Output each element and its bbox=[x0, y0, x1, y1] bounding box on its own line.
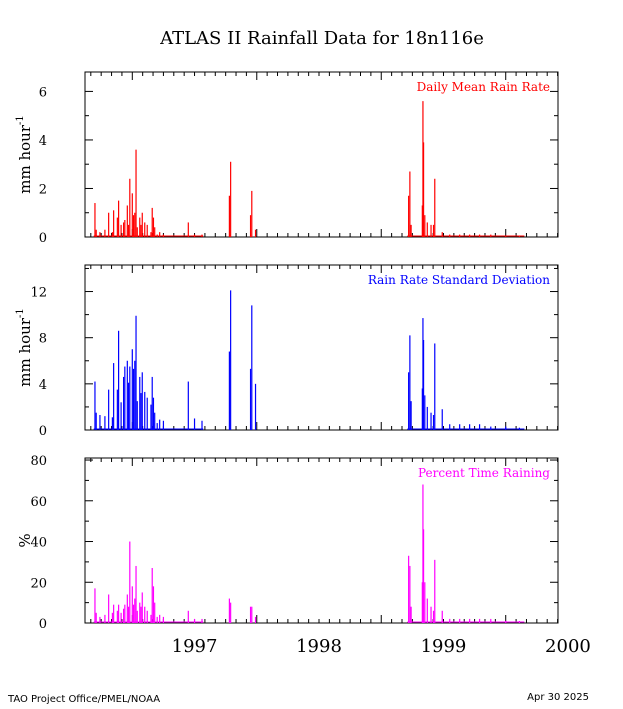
footer-credit: TAO Project Office/PMEL/NOAA bbox=[7, 694, 160, 705]
panel-daily-mean-rain-rate: 0 2 4 6 mm hour-1 Daily Mean Rain Rate bbox=[15, 71, 559, 246]
rain-std-series-title: Rain Rate Standard Deviation bbox=[368, 273, 550, 287]
footer-date: Apr 30 2025 bbox=[527, 692, 589, 703]
rain-std-plot-frame bbox=[84, 264, 559, 431]
x-axis-year-label: 1998 bbox=[296, 636, 342, 657]
pct-raining-series-title: Percent Time Raining bbox=[418, 466, 550, 480]
x-axis-year-label: 1997 bbox=[172, 636, 218, 657]
x-axis-year-label: 1999 bbox=[421, 636, 467, 657]
rain-rate-y-axis-label: mm hour-1 bbox=[15, 115, 34, 194]
chart-title: ATLAS II Rainfall Data for 18n116e bbox=[159, 28, 484, 49]
rain-std-y-tick-label: 8 bbox=[39, 332, 47, 347]
x-axis-year-labels: 1997 1998 1999 2000 bbox=[172, 636, 591, 657]
rain-std-y-tick-label: 12 bbox=[30, 286, 47, 301]
x-axis-year-label: 2000 bbox=[545, 636, 591, 657]
pct-raining-y-tick-label: 20 bbox=[30, 576, 47, 591]
pct-raining-y-tick-label: 40 bbox=[30, 536, 47, 551]
rain-rate-y-tick-label: 4 bbox=[39, 134, 47, 149]
rain-rate-y-tick-label: 6 bbox=[39, 85, 47, 100]
pct-raining-y-tick-label: 60 bbox=[30, 495, 47, 510]
rain-rate-series-title: Daily Mean Rain Rate bbox=[417, 80, 550, 94]
panel-rain-rate-std-dev: 0 4 8 12 mm hour-1 Rain Rate Standard Deviati… bbox=[15, 264, 559, 439]
panel-percent-time-raining: 0 20 40 60 80% Percent Time Raining bbox=[16, 454, 559, 632]
pct-raining-plot-frame bbox=[84, 457, 559, 624]
pct-raining-y-axis-label: % bbox=[16, 533, 34, 547]
rain-std-y-axis-label: mm hour-1 bbox=[15, 308, 34, 387]
rain-rate-y-tick-label: 2 bbox=[39, 182, 47, 197]
rain-std-y-tick-label: 4 bbox=[39, 378, 47, 393]
pct-raining-y-tick-label: 0 bbox=[39, 617, 47, 632]
rain-rate-plot-frame bbox=[84, 71, 559, 238]
pct-raining-y-tick-label: 80 bbox=[30, 454, 47, 469]
rain-rate-y-tick-label: 0 bbox=[39, 231, 47, 246]
rain-std-y-tick-label: 0 bbox=[39, 424, 47, 439]
